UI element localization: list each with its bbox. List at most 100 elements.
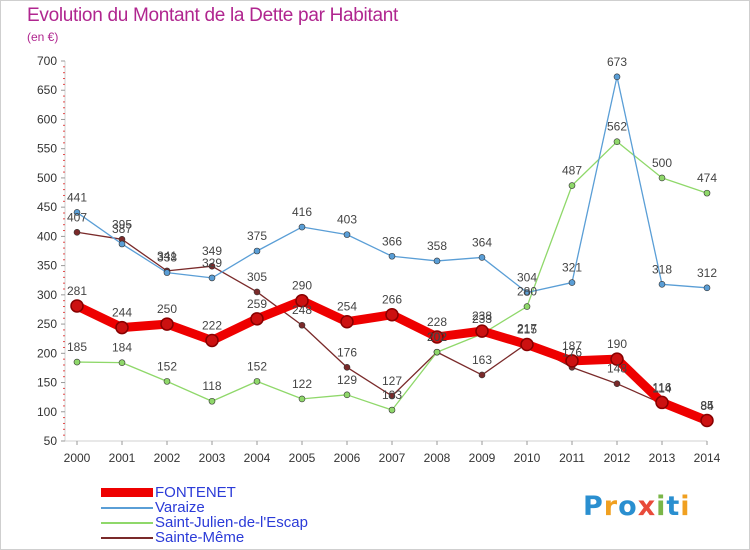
x-tick-label: 2000	[64, 451, 91, 465]
data-label: 441	[67, 190, 87, 204]
y-tick-label: 50	[44, 434, 58, 448]
data-point	[658, 281, 666, 288]
x-tick-label: 2008	[424, 451, 451, 465]
data-label: 321	[562, 261, 582, 275]
data-point	[253, 378, 261, 385]
x-tick-label: 2006	[334, 451, 361, 465]
data-label: 228	[427, 315, 447, 329]
data-label: 338	[157, 251, 177, 265]
data-label: 103	[382, 388, 402, 402]
y-tick-label: 400	[37, 229, 57, 243]
data-label: 254	[337, 300, 357, 314]
proxiti-logo: Proxiti	[583, 491, 691, 522]
data-point	[568, 182, 576, 189]
data-point	[298, 321, 306, 329]
chart-legend: FONTENET Varaize Saint-Julien-de-l'Escap Sa…	[101, 484, 361, 546]
data-point	[118, 240, 126, 248]
data-label: 290	[292, 279, 312, 293]
data-point	[298, 223, 306, 231]
data-point	[163, 378, 171, 385]
legend-swatch	[101, 507, 153, 509]
legend-swatch	[101, 522, 153, 524]
x-tick-label: 2005	[289, 451, 316, 465]
data-point	[115, 320, 129, 335]
x-tick-label: 2012	[604, 451, 631, 465]
data-label: 259	[247, 297, 267, 311]
y-tick-label: 200	[37, 346, 57, 360]
data-label: 152	[247, 359, 267, 373]
y-tick-label: 550	[37, 142, 57, 156]
legend-label: FONTENET	[155, 484, 236, 501]
legend-item: Varaize	[101, 499, 361, 516]
data-label: 474	[697, 171, 717, 185]
data-label: 673	[607, 55, 627, 69]
chart-title: Evolution du Montant de la Dette par Hab…	[27, 5, 398, 26]
data-label: 187	[562, 339, 582, 353]
data-point	[478, 254, 486, 261]
legend-swatch	[101, 537, 153, 539]
logo-letter: i	[680, 491, 691, 522]
data-label: 127	[382, 374, 402, 388]
data-point	[340, 314, 354, 329]
data-point	[433, 257, 441, 265]
data-point	[475, 324, 489, 338]
data-point	[208, 274, 216, 282]
data-label: 184	[112, 341, 132, 355]
y-tick-label: 350	[37, 259, 57, 273]
legend-swatch	[101, 488, 153, 497]
data-label: 395	[112, 217, 132, 231]
data-point	[568, 279, 576, 286]
x-tick-label: 2003	[199, 451, 226, 465]
data-label: 152	[157, 359, 177, 373]
data-point	[208, 262, 216, 270]
line-chart: 50 100 150 200 250 300 350 400 450 500 550 600 650 70…	[37, 54, 721, 465]
data-label: 233	[472, 312, 492, 326]
data-point	[208, 397, 216, 405]
data-point	[298, 395, 306, 403]
data-point	[73, 358, 81, 366]
legend-item: Sainte-Même	[101, 529, 361, 546]
x-tick-label: 2010	[514, 451, 541, 465]
data-label: 403	[337, 213, 357, 227]
data-point	[70, 299, 84, 313]
data-point	[295, 293, 309, 308]
y-tick-label: 250	[37, 317, 57, 331]
x-tick-label: 2001	[109, 451, 136, 465]
data-point	[613, 380, 621, 388]
data-label: 349	[202, 244, 222, 258]
x-tick-label: 2004	[244, 451, 271, 465]
data-point	[163, 269, 171, 276]
data-point	[388, 392, 396, 400]
data-point	[613, 138, 621, 145]
data-label: 281	[67, 284, 87, 298]
data-label: 312	[697, 266, 717, 280]
data-label: 118	[202, 379, 221, 393]
data-point	[250, 312, 264, 326]
data-label: 217	[517, 321, 537, 335]
data-label: 122	[292, 377, 312, 391]
data-point	[658, 174, 666, 182]
data-label: 329	[202, 256, 222, 270]
y-tick-label: 450	[37, 200, 57, 214]
data-label: 304	[517, 271, 537, 285]
legend-item: FONTENET	[101, 484, 361, 501]
y-tick-label: 650	[37, 83, 57, 97]
data-label: 215	[517, 323, 537, 337]
data-label: 148	[607, 362, 627, 376]
data-label: 266	[382, 293, 402, 307]
logo-letter: r	[603, 491, 619, 522]
data-point	[610, 352, 624, 366]
logo-letter: x	[637, 491, 657, 522]
data-point	[253, 288, 261, 296]
data-label: 238	[472, 309, 492, 323]
data-label: 341	[157, 249, 177, 263]
data-point	[73, 228, 81, 236]
data-label: 416	[292, 205, 312, 219]
y-tick-label: 500	[37, 171, 57, 185]
data-label: 364	[472, 235, 492, 249]
data-label: 202	[427, 330, 447, 344]
y-tick-label: 100	[37, 405, 57, 419]
data-point	[385, 307, 399, 322]
data-label: 222	[202, 318, 222, 332]
